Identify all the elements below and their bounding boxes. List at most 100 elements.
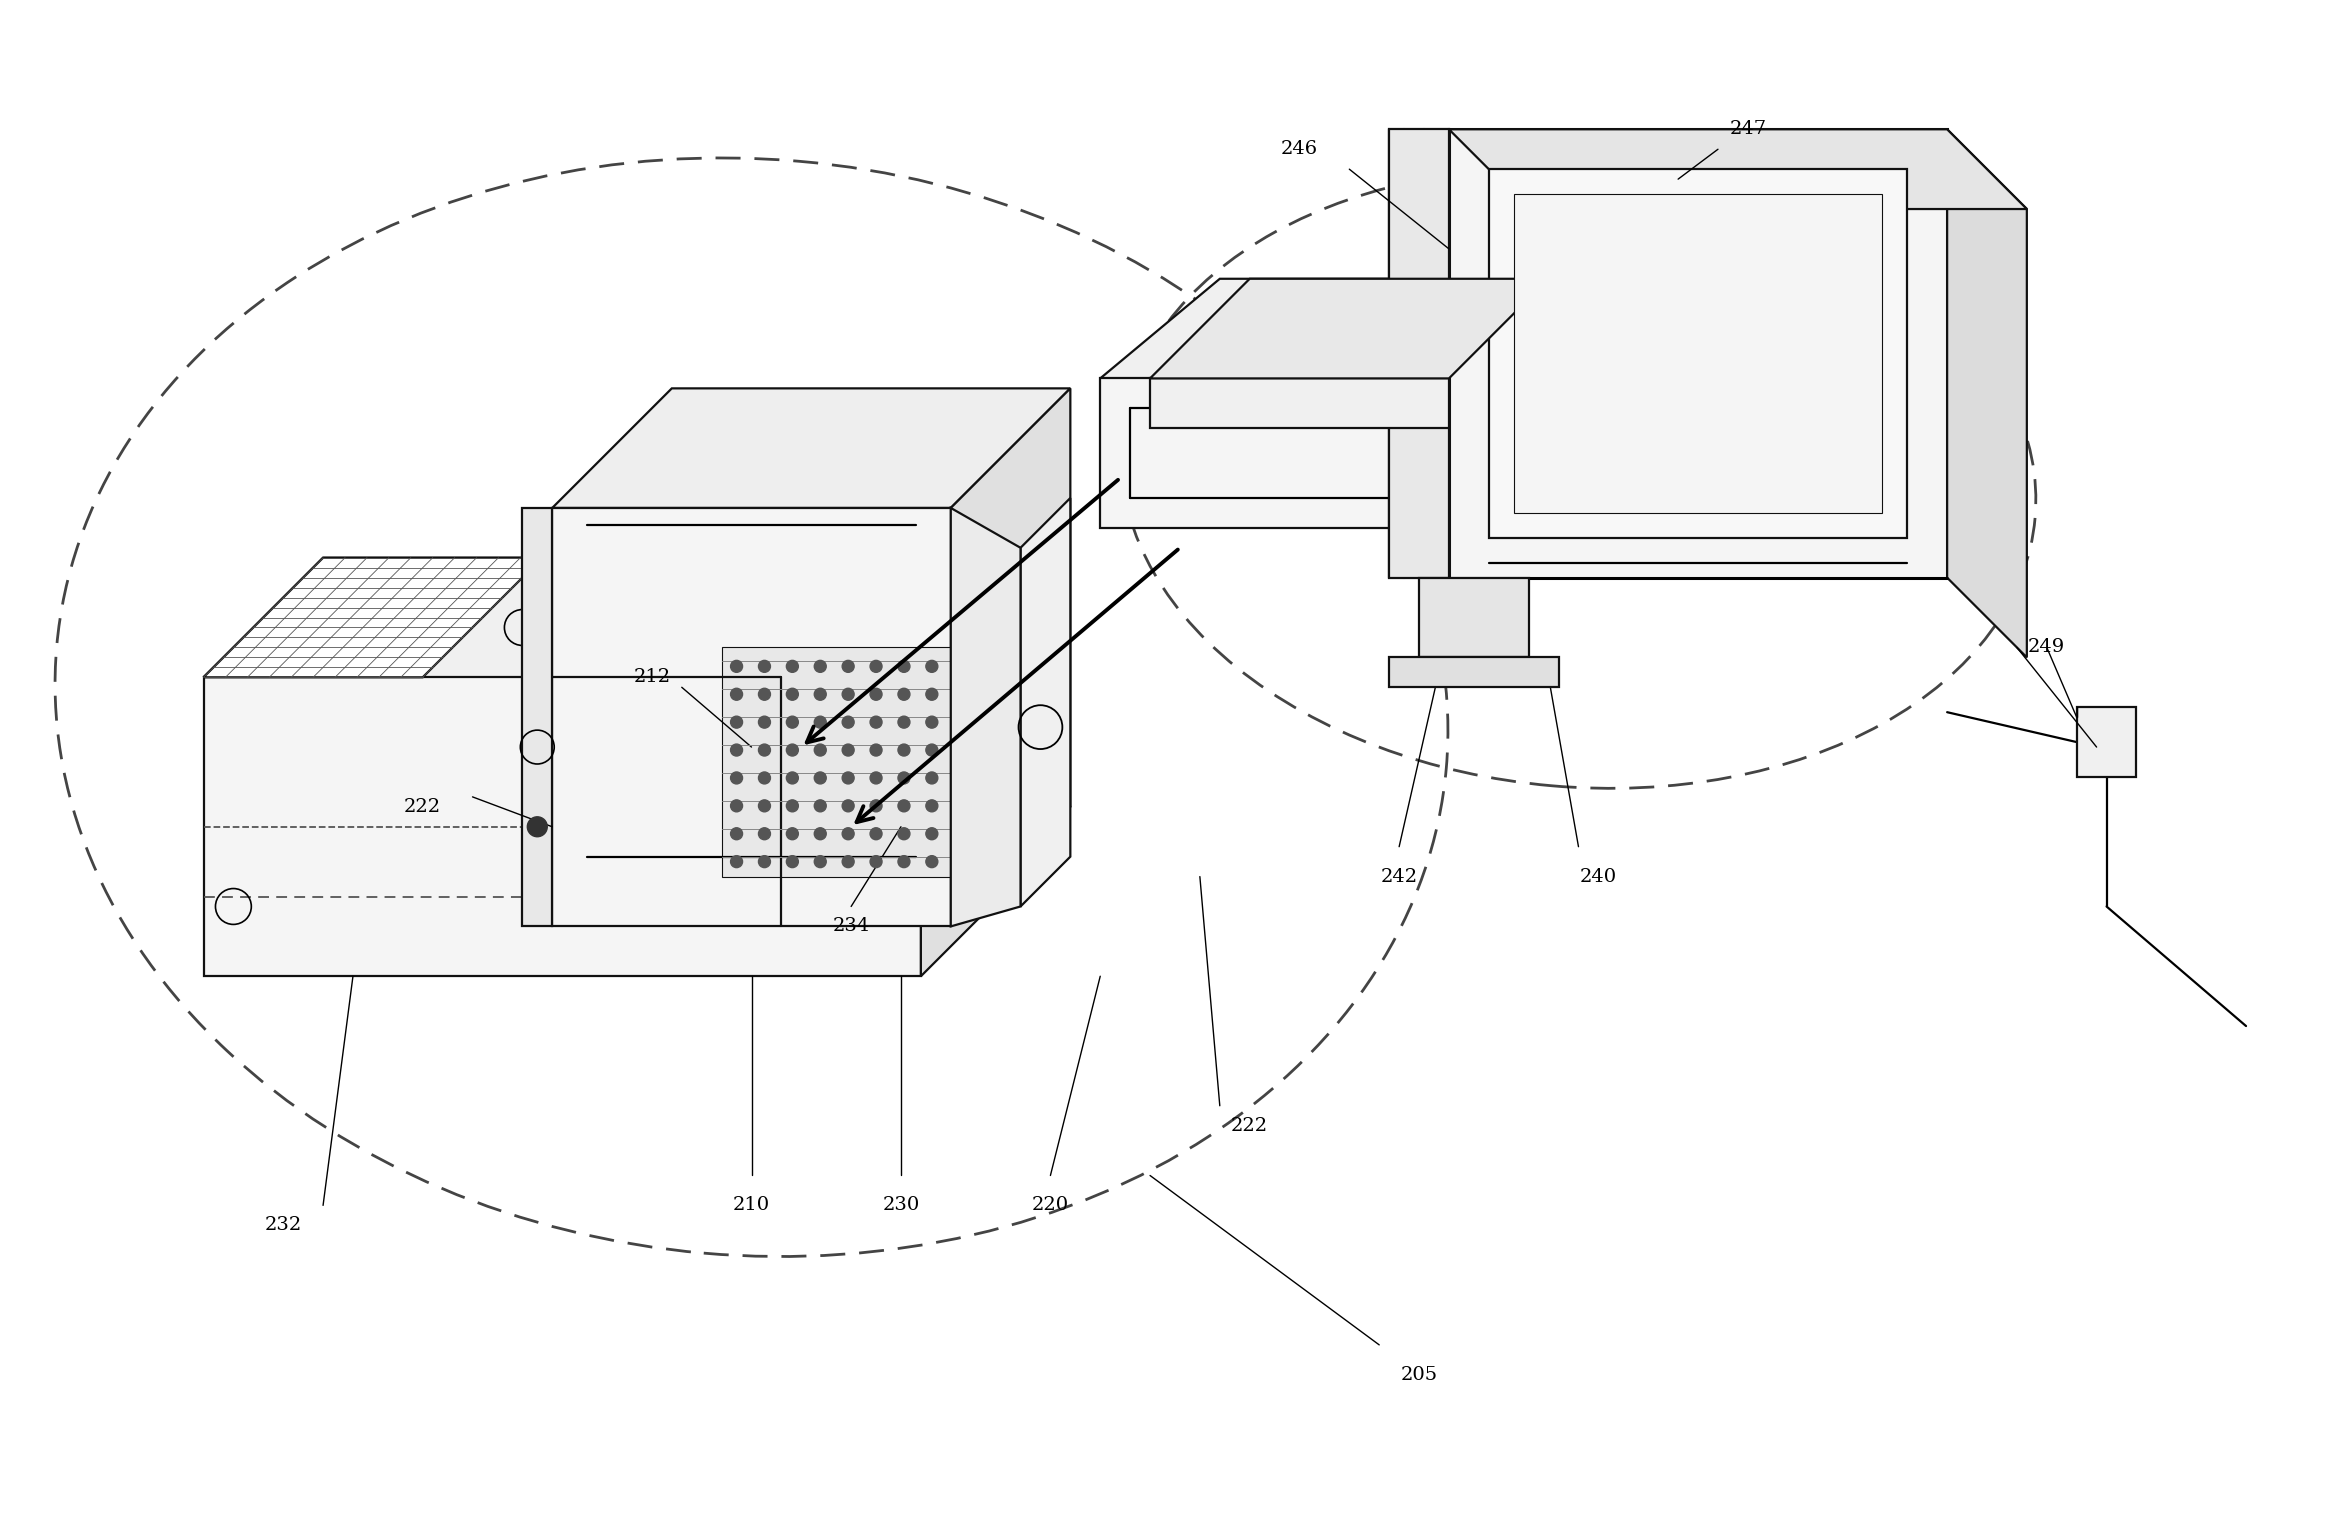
Text: 230: 230	[882, 1196, 919, 1214]
Circle shape	[982, 800, 994, 812]
Polygon shape	[721, 647, 1022, 876]
Circle shape	[898, 660, 910, 672]
Circle shape	[954, 744, 966, 756]
Circle shape	[898, 689, 910, 701]
Text: 222: 222	[405, 797, 442, 815]
Circle shape	[842, 800, 854, 812]
Polygon shape	[1419, 577, 1529, 658]
Circle shape	[870, 773, 882, 783]
Circle shape	[787, 744, 798, 756]
Circle shape	[814, 660, 826, 672]
Polygon shape	[2076, 707, 2136, 777]
Circle shape	[898, 773, 910, 783]
Circle shape	[982, 773, 994, 783]
Circle shape	[759, 855, 770, 867]
Text: 205: 205	[1401, 1365, 1438, 1383]
Polygon shape	[1515, 194, 1883, 513]
Polygon shape	[1150, 279, 1547, 379]
Polygon shape	[551, 508, 952, 927]
Circle shape	[870, 744, 882, 756]
Circle shape	[898, 800, 910, 812]
Circle shape	[759, 689, 770, 701]
Circle shape	[787, 660, 798, 672]
Text: 222: 222	[1231, 1116, 1268, 1135]
Text: 210: 210	[733, 1196, 770, 1214]
Circle shape	[982, 855, 994, 867]
Polygon shape	[1450, 130, 1948, 577]
Polygon shape	[1389, 130, 1450, 577]
Circle shape	[814, 689, 826, 701]
Polygon shape	[1450, 130, 2027, 209]
Circle shape	[814, 744, 826, 756]
Circle shape	[759, 773, 770, 783]
Text: 234: 234	[833, 918, 870, 936]
Circle shape	[759, 744, 770, 756]
Circle shape	[731, 773, 742, 783]
Polygon shape	[202, 678, 921, 976]
Circle shape	[870, 716, 882, 728]
Text: 212: 212	[633, 669, 670, 686]
Circle shape	[982, 828, 994, 840]
Circle shape	[954, 773, 966, 783]
Circle shape	[954, 800, 966, 812]
Circle shape	[787, 855, 798, 867]
Text: 220: 220	[1031, 1196, 1068, 1214]
Circle shape	[926, 660, 938, 672]
Circle shape	[954, 828, 966, 840]
Polygon shape	[202, 557, 542, 678]
Circle shape	[787, 800, 798, 812]
Polygon shape	[952, 508, 1070, 927]
Circle shape	[787, 828, 798, 840]
Circle shape	[898, 744, 910, 756]
Circle shape	[842, 744, 854, 756]
Circle shape	[926, 716, 938, 728]
Circle shape	[759, 716, 770, 728]
Polygon shape	[1948, 130, 2027, 658]
Circle shape	[926, 855, 938, 867]
Text: 232: 232	[265, 1217, 303, 1234]
Circle shape	[842, 689, 854, 701]
Text: 242: 242	[1380, 867, 1417, 886]
Circle shape	[982, 744, 994, 756]
Circle shape	[870, 689, 882, 701]
Circle shape	[787, 689, 798, 701]
Circle shape	[814, 855, 826, 867]
Text: 240: 240	[1580, 867, 1617, 886]
Polygon shape	[1450, 279, 1568, 528]
Circle shape	[926, 689, 938, 701]
Circle shape	[842, 660, 854, 672]
Circle shape	[731, 744, 742, 756]
Text: 246: 246	[1280, 140, 1317, 159]
Circle shape	[814, 828, 826, 840]
Polygon shape	[202, 557, 1040, 678]
Circle shape	[528, 817, 547, 837]
Text: 249: 249	[2029, 638, 2066, 657]
Circle shape	[759, 800, 770, 812]
Circle shape	[759, 828, 770, 840]
Circle shape	[870, 660, 882, 672]
Text: 247: 247	[1729, 121, 1766, 139]
Polygon shape	[1150, 379, 1450, 428]
Circle shape	[787, 773, 798, 783]
Circle shape	[926, 744, 938, 756]
Circle shape	[842, 828, 854, 840]
Circle shape	[954, 689, 966, 701]
Polygon shape	[521, 508, 551, 927]
Circle shape	[814, 773, 826, 783]
Circle shape	[842, 855, 854, 867]
Polygon shape	[1101, 379, 1450, 528]
Circle shape	[731, 855, 742, 867]
Circle shape	[842, 773, 854, 783]
Polygon shape	[1489, 169, 1908, 538]
Circle shape	[814, 800, 826, 812]
Polygon shape	[952, 388, 1070, 806]
Polygon shape	[921, 557, 1040, 976]
Circle shape	[731, 689, 742, 701]
Circle shape	[870, 828, 882, 840]
Circle shape	[982, 716, 994, 728]
Circle shape	[731, 716, 742, 728]
Circle shape	[731, 660, 742, 672]
Polygon shape	[1101, 279, 1568, 379]
Circle shape	[954, 660, 966, 672]
Circle shape	[898, 716, 910, 728]
